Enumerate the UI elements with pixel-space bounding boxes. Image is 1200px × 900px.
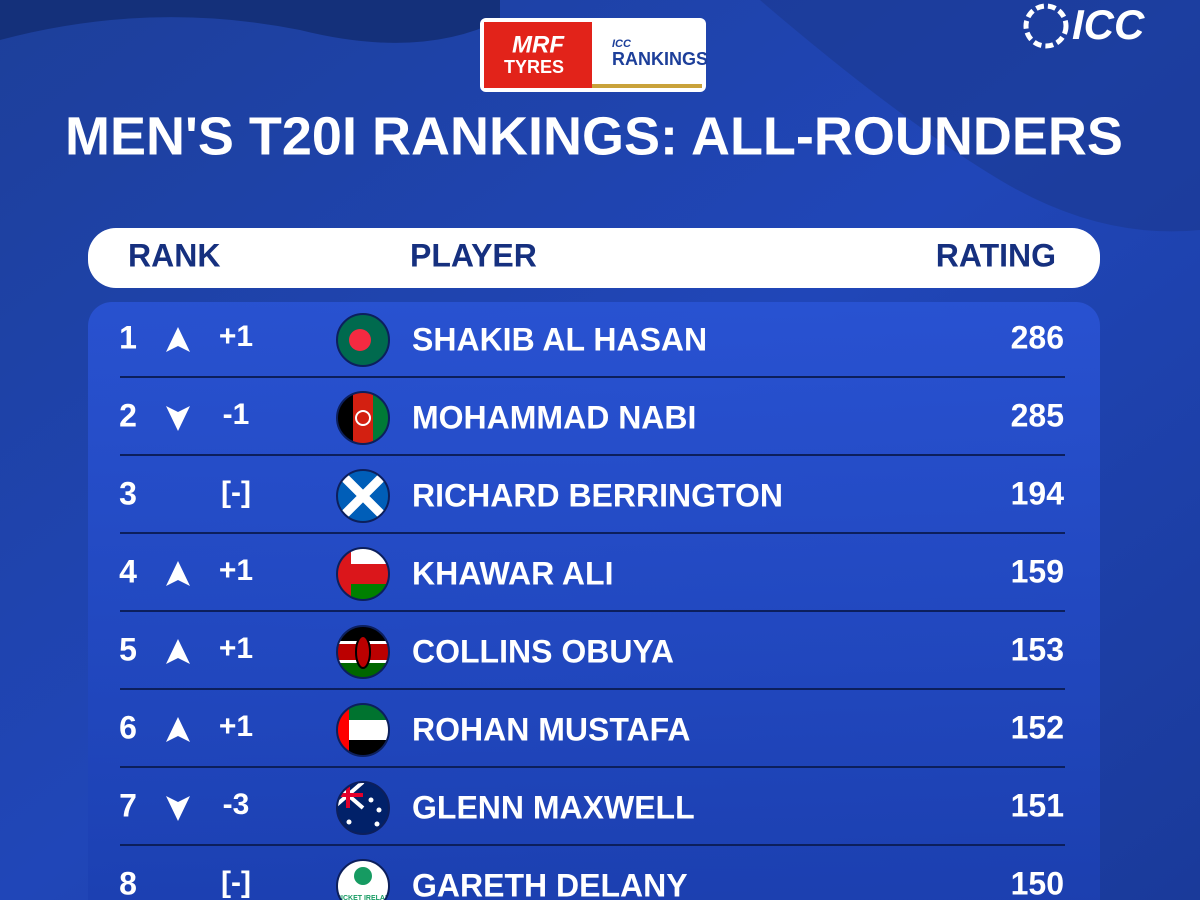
flag: CRICKET IRELAND bbox=[331, 859, 395, 900]
rating: 194 bbox=[1011, 475, 1065, 511]
flag-star bbox=[376, 807, 382, 813]
rank-change: +1 bbox=[219, 710, 253, 743]
rank: 1 bbox=[119, 319, 137, 355]
flag-body bbox=[337, 314, 389, 366]
up-arrow bbox=[166, 327, 190, 352]
up-arrow bbox=[166, 717, 190, 742]
flag bbox=[336, 781, 390, 835]
bg-wave bbox=[0, 0, 500, 43]
column-header: RATING bbox=[936, 237, 1056, 273]
bg-wave bbox=[760, 0, 1200, 232]
player-name: RICHARD BERRINGTON bbox=[412, 477, 783, 513]
rank-change: -3 bbox=[223, 788, 250, 821]
rating: 286 bbox=[1011, 319, 1064, 355]
flag-ring bbox=[336, 469, 390, 523]
flag-ring bbox=[336, 781, 390, 835]
rank-change: +1 bbox=[219, 554, 253, 587]
player-name: COLLINS OBUYA bbox=[412, 633, 674, 669]
column-header: PLAYER bbox=[410, 237, 537, 273]
rank-change: +1 bbox=[219, 632, 253, 665]
flag bbox=[336, 313, 390, 367]
header-bar bbox=[88, 228, 1100, 288]
rank: 5 bbox=[119, 631, 137, 667]
player-name: ROHAN MUSTAFA bbox=[412, 711, 691, 747]
flag bbox=[336, 703, 390, 757]
rating: 153 bbox=[1011, 631, 1064, 667]
rank: 6 bbox=[119, 709, 137, 745]
down-arrow bbox=[166, 406, 190, 431]
flag-ring bbox=[336, 703, 390, 757]
flag-emblem bbox=[355, 410, 371, 426]
rating: 150 bbox=[1011, 865, 1064, 900]
flag-ring bbox=[336, 547, 390, 601]
player-name: SHAKIB AL HASAN bbox=[412, 321, 707, 357]
flag-disc bbox=[349, 329, 371, 351]
rank-change: -1 bbox=[223, 398, 250, 431]
flag-stripe bbox=[353, 392, 373, 444]
flag-shield bbox=[355, 635, 371, 669]
player-name: GLENN MAXWELL bbox=[412, 789, 695, 825]
flag-ring bbox=[336, 625, 390, 679]
rank: 4 bbox=[119, 553, 137, 589]
flag-ring bbox=[336, 313, 390, 367]
flag bbox=[336, 547, 390, 601]
flag-ring bbox=[336, 391, 390, 445]
badge-big: RANKINGS bbox=[612, 49, 708, 69]
flag bbox=[336, 625, 390, 679]
flag-star bbox=[368, 797, 374, 803]
player-name: GARETH DELANY bbox=[412, 867, 688, 900]
title: MEN'S T20I RANKINGS: ALL-ROUNDERS bbox=[65, 106, 1123, 166]
player-name: MOHAMMAD NABI bbox=[412, 399, 696, 435]
flag-stripe bbox=[337, 720, 389, 740]
up-arrow bbox=[166, 561, 190, 586]
rank-change: [-] bbox=[221, 476, 251, 509]
badge-small: ICC bbox=[612, 38, 632, 50]
column-header: RANK bbox=[128, 237, 220, 273]
rating: 285 bbox=[1011, 397, 1064, 433]
up-arrow bbox=[166, 639, 190, 664]
rank: 7 bbox=[119, 787, 137, 823]
down-arrow bbox=[166, 796, 190, 821]
table-panel bbox=[88, 302, 1100, 900]
flag-ring bbox=[336, 859, 390, 900]
flag-star bbox=[346, 819, 352, 825]
rank-change: [-] bbox=[221, 866, 251, 899]
rating: 159 bbox=[1011, 553, 1064, 589]
flag bbox=[336, 391, 390, 445]
rank: 2 bbox=[119, 397, 137, 433]
flag-star bbox=[374, 821, 380, 827]
icc-logo: ICC bbox=[1023, 1, 1145, 49]
rank: 3 bbox=[119, 475, 137, 511]
rating: 152 bbox=[1011, 709, 1064, 745]
sponsor-bottom: TYRES bbox=[504, 57, 564, 77]
sponsor-top: MRF bbox=[512, 31, 565, 58]
player-name: KHAWAR ALI bbox=[412, 555, 613, 591]
rank-change: +1 bbox=[219, 320, 253, 353]
flag-text: CRICKET IRELAND bbox=[331, 895, 395, 900]
flag-emblem bbox=[354, 867, 372, 885]
logo-text: ICC bbox=[1072, 1, 1145, 48]
rating: 151 bbox=[1011, 787, 1064, 823]
rank: 8 bbox=[119, 865, 137, 900]
sponsor-badge: MRF TYRES ICC RANKINGS bbox=[480, 18, 708, 92]
